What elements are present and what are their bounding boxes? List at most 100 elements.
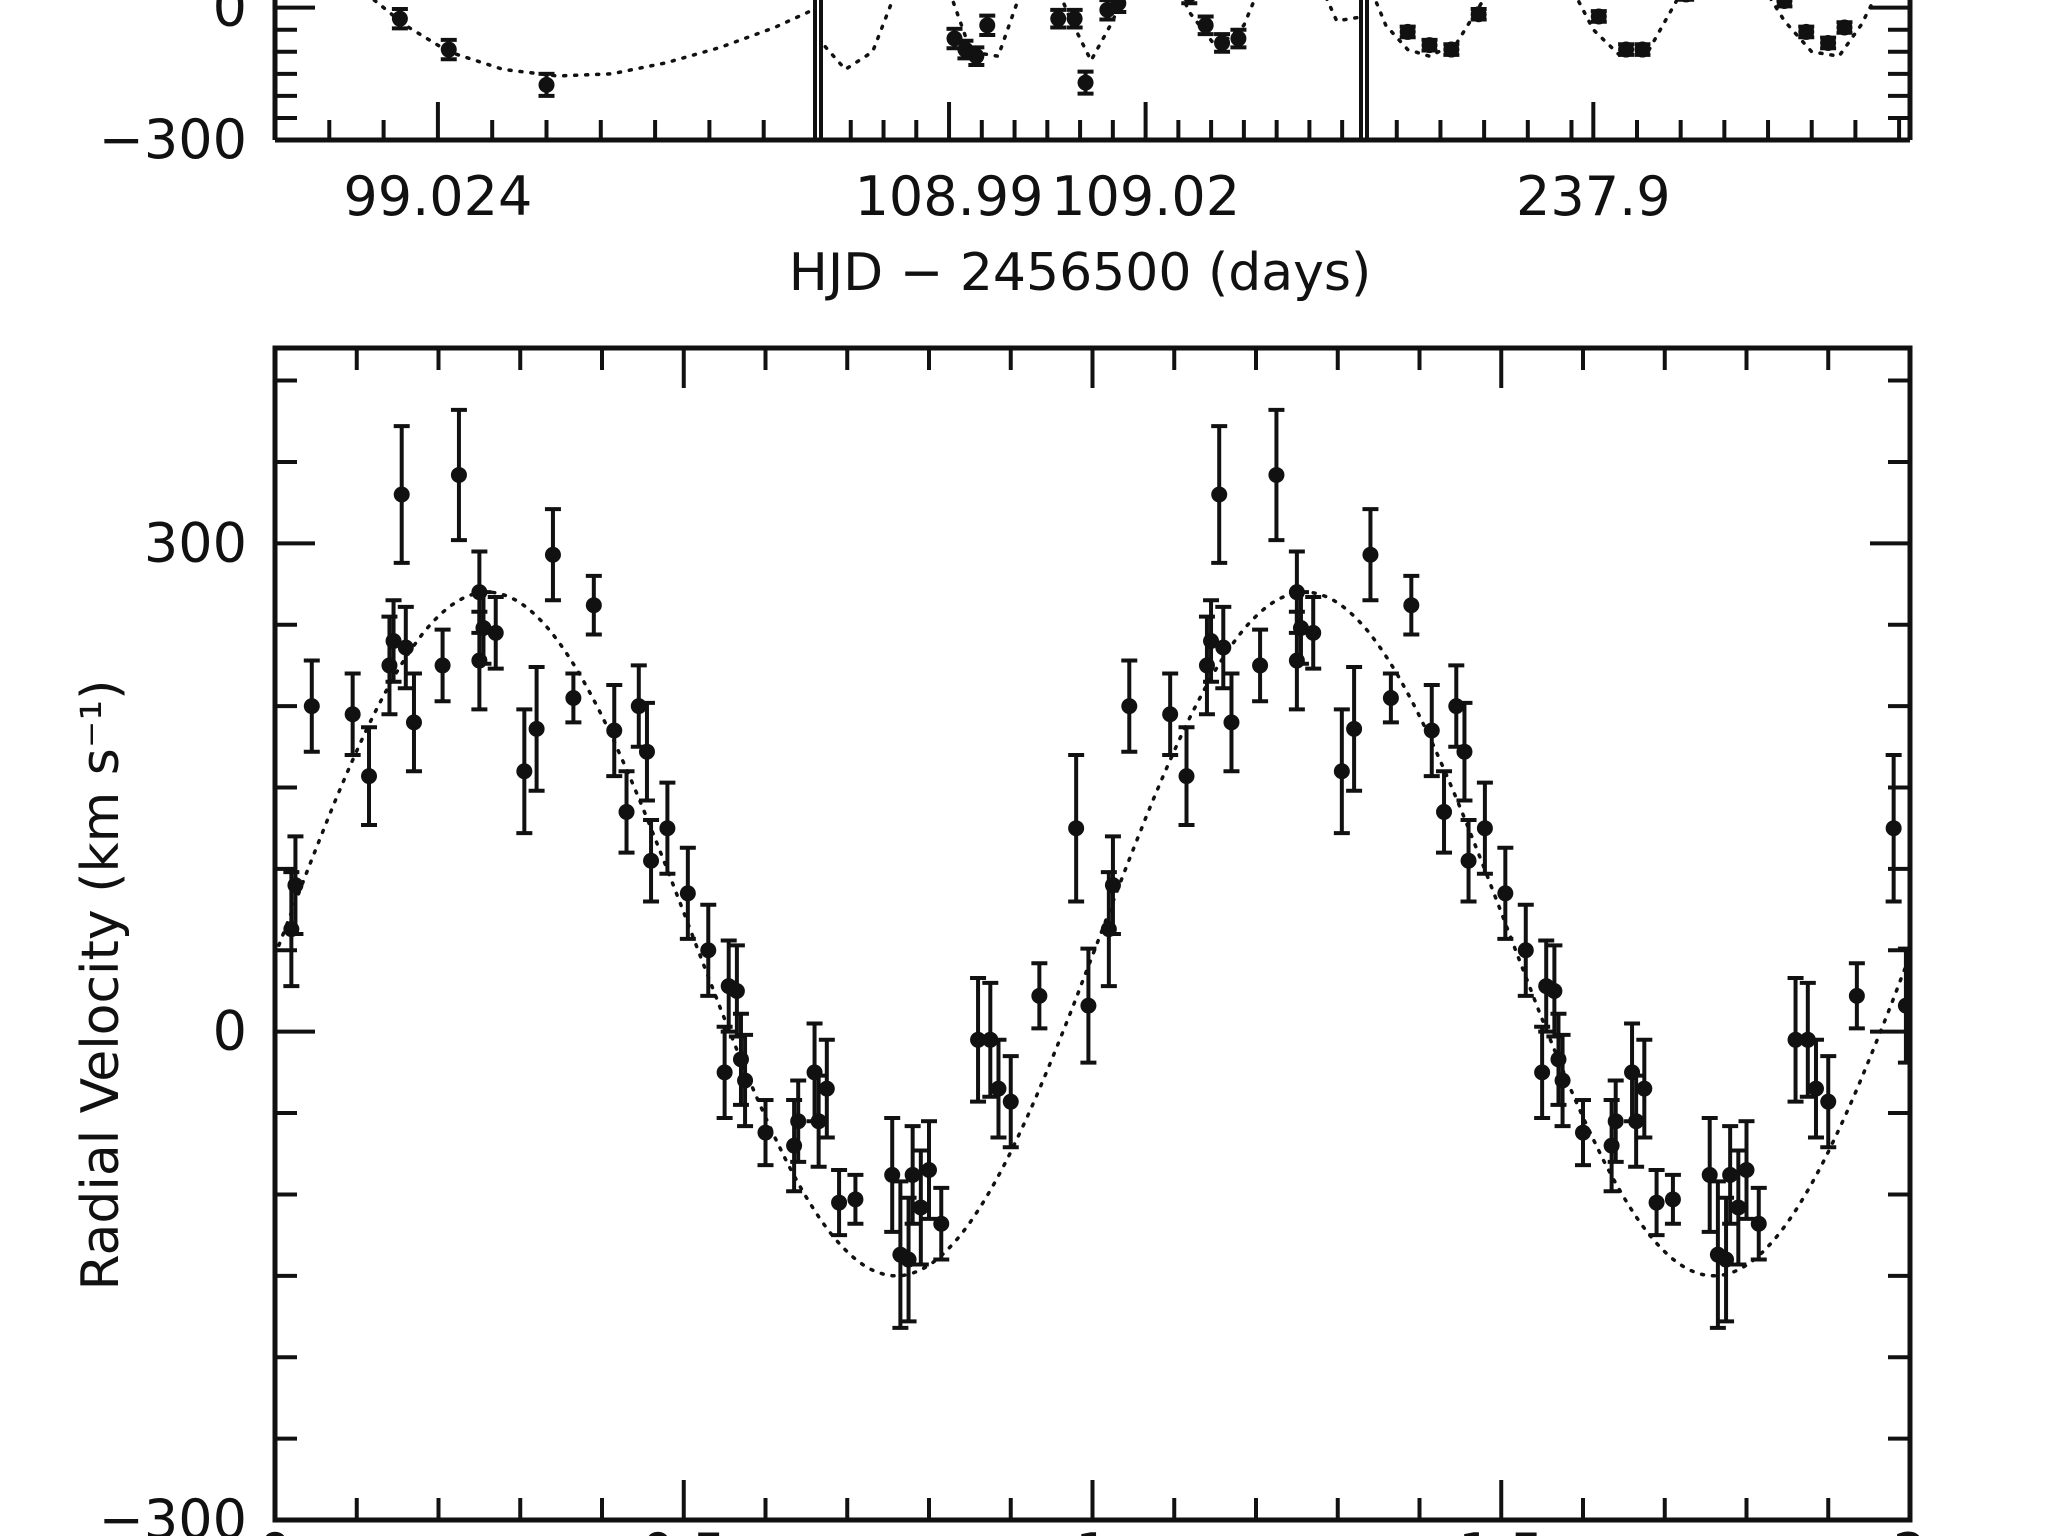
top-segment: 237.9 <box>1359 0 1902 228</box>
data-point-with-error <box>1807 1037 1824 1140</box>
data-point-with-error <box>450 407 467 543</box>
data-point-with-error <box>1080 946 1097 1065</box>
data-point <box>716 1064 733 1081</box>
data-point <box>1423 722 1440 739</box>
data-point <box>1121 698 1138 715</box>
data-point <box>790 1113 807 1130</box>
x-tick-label: 1 <box>1075 1522 1109 1536</box>
x-tick-label: 2 <box>1893 1522 1927 1536</box>
data-point <box>1799 1031 1816 1048</box>
top-x-tick-label: 109.02 <box>1051 165 1240 228</box>
data-point <box>1848 987 1865 1004</box>
data-point <box>1382 689 1399 706</box>
data-point-with-error <box>1333 707 1350 836</box>
data-point-with-error <box>1178 725 1195 827</box>
data-point <box>528 720 545 737</box>
data-point <box>361 768 378 785</box>
top-data-point-with-error <box>1110 0 1127 15</box>
data-point-with-error <box>1002 1054 1019 1150</box>
top-data-point-with-error <box>1197 14 1214 37</box>
data-point-with-error <box>385 598 402 684</box>
data-point <box>1066 10 1083 27</box>
data-point-with-error <box>1403 573 1420 637</box>
data-point <box>393 486 410 503</box>
data-point-with-error <box>884 1115 901 1234</box>
data-point <box>970 1031 987 1048</box>
data-point-with-error <box>921 1119 937 1221</box>
data-point <box>1730 1199 1747 1216</box>
data-point <box>405 714 422 731</box>
data-point <box>990 1080 1007 1097</box>
top-x-tick-label: 99.024 <box>343 165 532 228</box>
data-point-with-error <box>1820 1054 1837 1150</box>
data-point-with-error <box>585 573 602 637</box>
data-point-with-error <box>303 658 320 754</box>
data-point-with-error <box>1252 627 1269 704</box>
data-point-with-error <box>1362 507 1379 603</box>
top-segment: 99.024 <box>327 0 815 228</box>
data-point <box>516 763 533 780</box>
data-point-with-error <box>1664 1172 1681 1226</box>
data-point <box>1110 0 1127 12</box>
data-point <box>630 698 647 715</box>
top-data-point-with-error <box>538 71 555 98</box>
data-point-with-error <box>1517 902 1534 998</box>
top-x-tick-label: 108.99 <box>855 165 1044 228</box>
data-point <box>391 10 408 27</box>
data-point <box>1476 820 1493 837</box>
data-point-with-error <box>397 604 414 691</box>
data-point <box>1618 41 1635 58</box>
data-point-with-error <box>618 769 635 855</box>
data-point-with-error <box>810 1073 827 1169</box>
top-data-point-with-error <box>1181 0 1198 6</box>
data-point <box>1214 34 1231 51</box>
data-point <box>831 1194 848 1211</box>
y-tick-label: −300 <box>99 1488 247 1536</box>
data-point <box>643 852 660 869</box>
data-point-with-error <box>1104 834 1121 936</box>
data-point-with-error <box>1211 424 1228 565</box>
data-point-with-error <box>659 780 676 876</box>
data-point-with-error <box>393 424 410 565</box>
data-point-with-error <box>1476 780 1493 876</box>
data-point <box>344 706 361 723</box>
top-model-curve <box>371 0 815 78</box>
data-point <box>1203 633 1220 649</box>
data-point <box>700 942 717 959</box>
top-data-point-with-error <box>1678 0 1695 3</box>
data-point <box>933 1215 950 1232</box>
data-point <box>1230 30 1247 47</box>
data-point <box>1701 1166 1718 1183</box>
top-data-point-with-error <box>1077 69 1094 96</box>
data-point <box>912 1199 929 1216</box>
data-point <box>1750 1215 1767 1232</box>
top-data-points <box>391 6 555 98</box>
top-y-tick-label: −300 <box>99 108 247 171</box>
data-point <box>1002 1093 1019 1110</box>
data-point-with-error <box>818 1037 835 1140</box>
top-data-point-with-error <box>1836 19 1853 36</box>
data-point-with-error <box>1448 663 1465 749</box>
data-point-with-error <box>790 1078 807 1164</box>
data-point-with-error <box>606 682 623 779</box>
data-point <box>1787 1031 1804 1048</box>
data-point <box>1807 1080 1824 1097</box>
data-point <box>1836 19 1853 36</box>
data-point <box>921 1162 937 1179</box>
data-point <box>1211 486 1228 503</box>
data-point <box>982 1031 999 1048</box>
data-point <box>968 48 985 65</box>
data-point-with-error <box>1203 598 1220 684</box>
data-point <box>1885 820 1902 837</box>
data-point <box>1820 1093 1837 1110</box>
data-point <box>1634 41 1651 58</box>
data-point-with-error <box>1497 845 1514 941</box>
data-point-with-error <box>1636 1037 1653 1140</box>
top-data-point-with-error <box>1776 0 1793 10</box>
top-data-point-with-error <box>1421 37 1438 54</box>
data-point <box>728 982 745 999</box>
data-point <box>287 877 304 894</box>
data-point <box>1628 1113 1645 1130</box>
data-point-with-error <box>1068 752 1085 904</box>
